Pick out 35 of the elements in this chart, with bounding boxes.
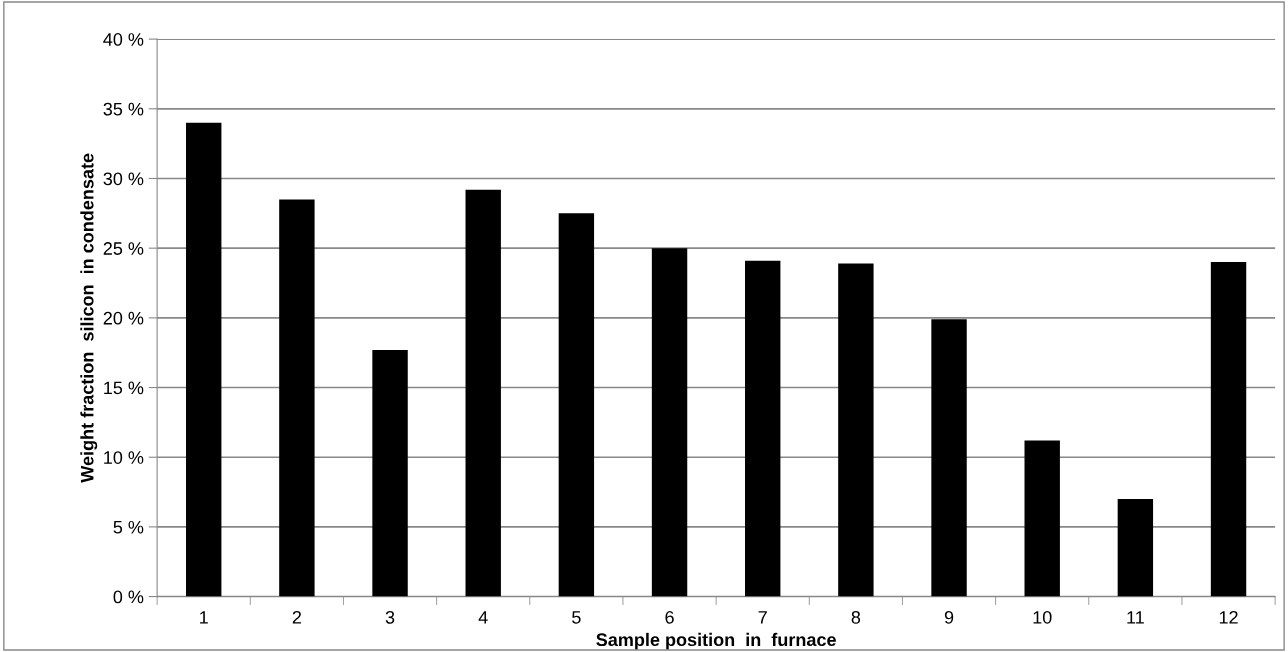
x-axis-title: Sample position in furnace xyxy=(596,632,836,650)
y-tick-label: 5 % xyxy=(113,520,144,534)
y-axis-title: Weight fraction silicon in condensate xyxy=(80,153,98,483)
x-tick-label: 9 xyxy=(944,610,954,624)
y-tick-label: 15 % xyxy=(104,381,144,395)
y-tick-label: 0 % xyxy=(113,590,144,604)
x-tick-label: 3 xyxy=(385,610,395,624)
bar xyxy=(1117,499,1154,597)
x-tick-label: 8 xyxy=(851,610,861,624)
bar xyxy=(279,199,315,597)
bar xyxy=(558,213,595,597)
y-tick-label: 40 % xyxy=(103,33,144,46)
x-tick-label: 6 xyxy=(665,610,674,624)
bar xyxy=(1024,440,1060,597)
bar xyxy=(465,189,501,597)
bar xyxy=(186,122,222,597)
bar xyxy=(1210,262,1247,597)
x-tick-label: 4 xyxy=(478,611,488,624)
x-tick-label: 10 xyxy=(1033,610,1052,624)
bar xyxy=(651,248,688,597)
x-tick-label: 5 xyxy=(572,611,581,624)
bar xyxy=(838,263,874,597)
x-tick-label: 12 xyxy=(1219,610,1238,624)
x-tick-label: 11 xyxy=(1127,611,1144,624)
bar xyxy=(372,349,408,597)
x-tick-label: 1 xyxy=(200,611,208,624)
y-tick-label: 35 % xyxy=(103,102,144,116)
y-tick-label: 20 % xyxy=(103,311,144,325)
x-tick-label: 2 xyxy=(292,610,301,624)
bar xyxy=(931,319,967,597)
x-tick-label: 7 xyxy=(758,611,767,624)
bar xyxy=(745,260,781,597)
y-tick-label: 30 % xyxy=(103,172,144,186)
y-tick-label: 10 % xyxy=(104,451,144,464)
y-tick-label: 25 % xyxy=(103,242,144,255)
